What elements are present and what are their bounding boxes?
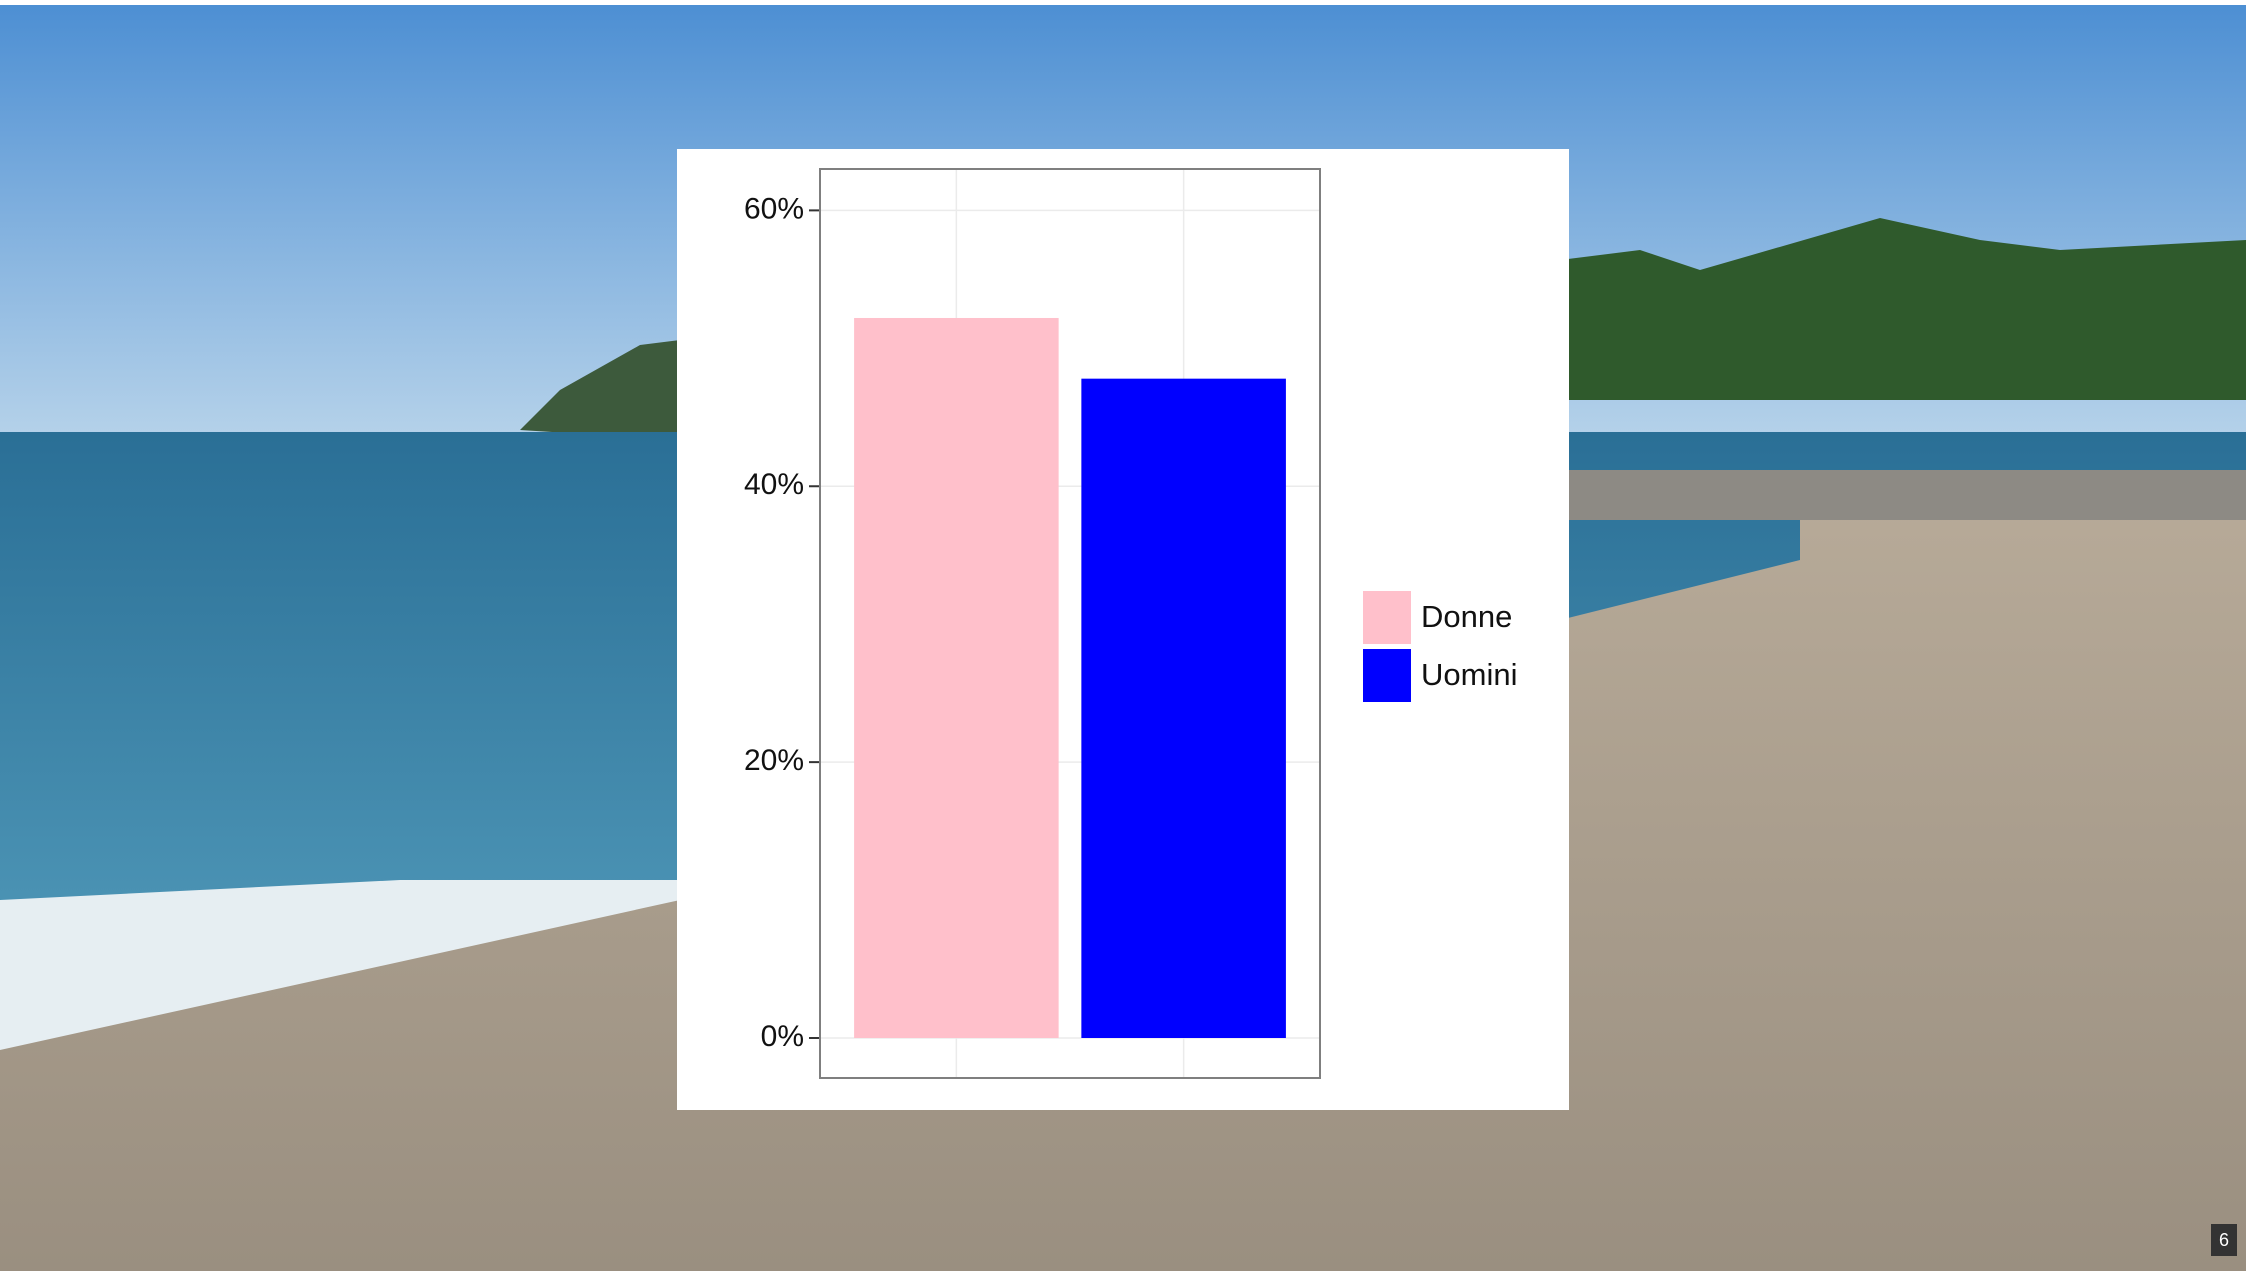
plot-border — [819, 168, 1321, 1079]
chart: 0% 20% 40% 60% Donne Uomini — [744, 168, 1517, 1079]
y-tick-label: 60% — [744, 192, 804, 225]
y-tick-label: 20% — [744, 744, 804, 777]
slide-number-box — [2211, 1224, 2237, 1256]
legend-label: Uomini — [1421, 657, 1517, 692]
legend-key — [1363, 649, 1411, 702]
legend-label: Donne — [1421, 599, 1512, 634]
y-tick-label: 0% — [761, 1020, 804, 1053]
legend-key — [1363, 591, 1411, 644]
bar — [1081, 378, 1286, 1038]
y-tick-label: 40% — [744, 468, 804, 501]
bar — [854, 317, 1059, 1038]
slide-number: 6 — [2219, 1230, 2229, 1250]
